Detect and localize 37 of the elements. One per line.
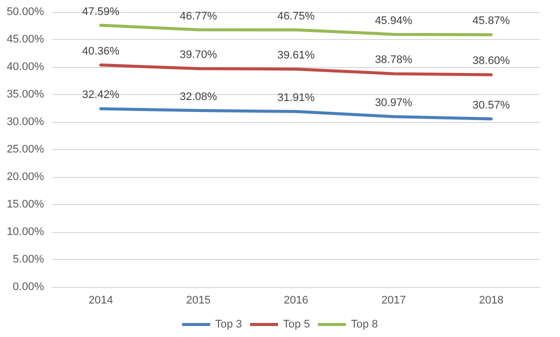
data-label: 32.08% [180, 91, 218, 104]
data-label: 45.94% [374, 14, 412, 27]
data-label: 30.57% [472, 99, 510, 112]
x-tick-label: 2014 [88, 294, 114, 306]
x-tick-label: 2018 [478, 294, 504, 306]
data-label: 46.75% [277, 10, 315, 22]
data-label: 46.77% [180, 10, 218, 22]
y-tick-label: 25.00% [6, 144, 44, 156]
data-label: 39.61% [277, 50, 315, 62]
y-tick-label: 20.00% [6, 171, 44, 183]
x-tick-label: 2017 [381, 294, 406, 306]
y-tick-label: 50.00% [6, 6, 44, 18]
data-label: 39.70% [180, 49, 218, 62]
legend-label: Top 5 [283, 318, 310, 330]
legend-label: Top 3 [215, 318, 242, 330]
data-label: 40.36% [82, 46, 120, 58]
line-series [99, 64, 493, 76]
legend-label: Top 8 [350, 318, 378, 330]
y-tick-label: 15.00% [6, 198, 44, 210]
y-tick-label: 5.00% [12, 254, 44, 266]
x-tick-label: 2016 [284, 294, 308, 306]
y-tick-label: 45.00% [6, 34, 44, 46]
data-label: 38.60% [472, 55, 510, 68]
line-series [99, 107, 493, 120]
y-tick-label: 10.00% [6, 226, 44, 238]
data-label: 38.78% [374, 54, 412, 66]
y-tick-label: 30.00% [6, 116, 44, 128]
x-tick-label: 2015 [186, 294, 211, 306]
y-tick-label: 35.00% [6, 88, 44, 100]
data-label: 47.59% [82, 6, 120, 18]
data-label: 45.87% [472, 15, 510, 28]
line-series [99, 24, 493, 36]
y-tick-label: 40.00% [6, 61, 44, 73]
y-tick-label: 0.00% [12, 281, 44, 293]
data-label: 30.97% [374, 97, 412, 110]
data-label: 31.91% [277, 92, 315, 104]
data-label: 32.42% [82, 89, 120, 102]
